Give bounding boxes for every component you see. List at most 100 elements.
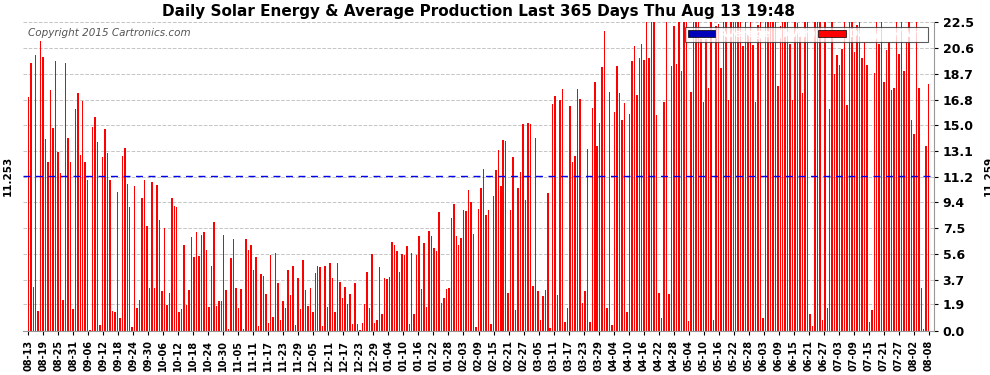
Bar bbox=[759, 22, 761, 330]
Bar bbox=[733, 22, 734, 330]
Bar bbox=[122, 156, 123, 330]
Bar bbox=[40, 41, 42, 330]
Bar bbox=[69, 162, 71, 330]
Bar bbox=[851, 22, 852, 330]
Bar bbox=[843, 22, 845, 330]
Bar bbox=[569, 106, 571, 330]
Bar bbox=[607, 308, 608, 330]
Bar bbox=[64, 63, 66, 330]
Bar bbox=[374, 322, 375, 330]
Bar bbox=[812, 326, 813, 330]
Bar bbox=[705, 39, 707, 330]
Bar bbox=[74, 109, 76, 330]
Bar bbox=[250, 245, 251, 330]
Bar bbox=[181, 309, 182, 330]
Bar bbox=[325, 266, 326, 330]
Bar bbox=[510, 210, 512, 330]
Bar bbox=[455, 236, 457, 330]
Bar bbox=[290, 295, 291, 330]
Bar bbox=[446, 289, 447, 330]
Bar bbox=[416, 255, 418, 330]
Bar bbox=[79, 155, 81, 330]
Bar bbox=[819, 22, 821, 330]
Bar bbox=[285, 308, 286, 330]
Bar bbox=[349, 294, 350, 330]
Bar bbox=[144, 180, 146, 330]
Bar bbox=[421, 288, 423, 330]
Bar bbox=[196, 232, 197, 330]
Bar bbox=[928, 84, 930, 330]
Bar bbox=[725, 22, 727, 330]
Bar bbox=[493, 196, 494, 330]
Bar bbox=[30, 63, 32, 330]
Bar bbox=[871, 310, 872, 330]
Bar bbox=[533, 286, 534, 330]
Bar bbox=[749, 22, 751, 330]
Bar bbox=[389, 277, 390, 330]
Bar bbox=[544, 290, 546, 330]
Bar bbox=[163, 228, 165, 330]
Bar bbox=[409, 324, 410, 330]
Bar bbox=[740, 22, 742, 330]
Bar bbox=[371, 254, 373, 330]
Bar bbox=[807, 22, 808, 330]
Bar bbox=[574, 156, 576, 330]
Bar bbox=[335, 312, 336, 330]
Bar bbox=[275, 253, 276, 330]
Bar bbox=[853, 52, 855, 330]
Bar bbox=[730, 22, 732, 330]
Bar bbox=[441, 303, 443, 330]
Bar bbox=[673, 26, 674, 330]
Bar bbox=[552, 104, 553, 330]
Bar bbox=[77, 93, 78, 330]
Bar bbox=[119, 318, 121, 330]
Bar bbox=[641, 44, 643, 330]
Bar bbox=[612, 325, 613, 330]
Bar bbox=[794, 22, 796, 330]
Bar bbox=[480, 188, 482, 330]
Bar bbox=[156, 185, 157, 330]
Bar bbox=[342, 297, 344, 330]
Bar bbox=[114, 312, 116, 330]
Bar bbox=[547, 193, 548, 330]
Bar bbox=[307, 306, 309, 330]
Bar bbox=[379, 267, 380, 330]
Bar bbox=[302, 260, 304, 330]
Bar bbox=[178, 312, 180, 330]
Bar bbox=[683, 22, 684, 330]
Bar bbox=[246, 239, 247, 330]
Bar bbox=[567, 308, 568, 330]
Bar bbox=[839, 64, 841, 330]
Bar bbox=[619, 93, 621, 330]
Bar bbox=[622, 120, 623, 330]
Bar bbox=[784, 22, 786, 330]
Bar bbox=[604, 31, 606, 330]
Bar bbox=[863, 42, 865, 330]
Bar bbox=[589, 322, 591, 330]
Bar bbox=[898, 54, 900, 330]
Bar bbox=[429, 231, 430, 330]
Bar bbox=[678, 22, 679, 330]
Bar bbox=[500, 186, 502, 330]
Bar bbox=[158, 220, 160, 330]
Bar bbox=[468, 190, 469, 330]
Bar bbox=[346, 304, 348, 330]
Bar bbox=[562, 89, 563, 330]
Bar bbox=[747, 35, 748, 330]
Bar bbox=[817, 22, 818, 330]
Bar bbox=[903, 71, 905, 330]
Bar bbox=[873, 73, 875, 330]
Bar bbox=[434, 248, 435, 330]
Bar bbox=[710, 22, 712, 330]
Bar bbox=[918, 88, 920, 330]
Bar bbox=[255, 257, 256, 330]
Bar bbox=[84, 162, 86, 330]
Bar bbox=[631, 61, 633, 330]
Bar bbox=[62, 300, 63, 330]
Bar bbox=[401, 254, 403, 330]
Bar bbox=[695, 22, 697, 330]
Bar bbox=[518, 188, 519, 330]
Bar bbox=[411, 253, 413, 330]
Bar bbox=[424, 243, 425, 330]
Bar bbox=[297, 278, 299, 330]
